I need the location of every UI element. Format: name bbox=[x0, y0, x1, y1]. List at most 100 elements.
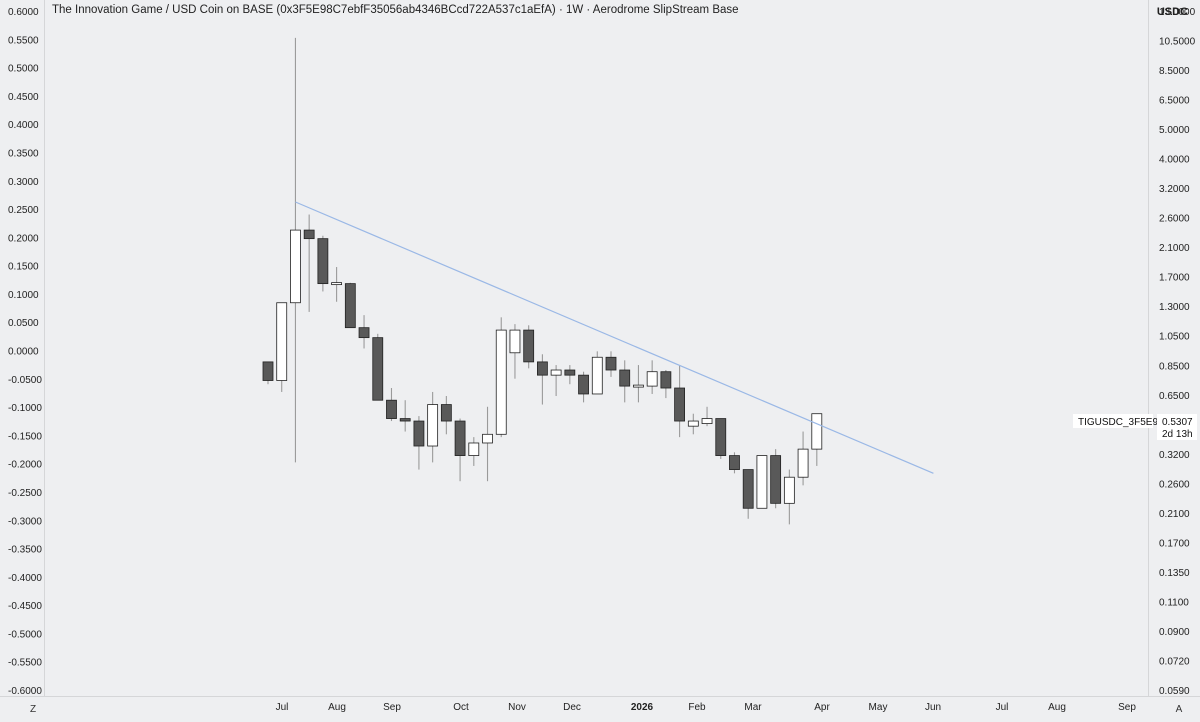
right-axis-tick: 1.3000 bbox=[1159, 302, 1190, 313]
countdown-label: 2d 13h bbox=[1162, 429, 1193, 440]
unit-label: USDC bbox=[1156, 6, 1188, 18]
candle bbox=[303, 214, 315, 312]
trendline[interactable] bbox=[295, 201, 934, 474]
right-axis: 13.0000 10.5000 8.5000 6.5000 5.0000 4.0000 3.… bbox=[1159, 7, 1196, 697]
candle-body-down bbox=[317, 238, 329, 285]
candle-body-down bbox=[454, 420, 466, 456]
right-axis-tick: 8.5000 bbox=[1159, 66, 1190, 77]
candle bbox=[605, 351, 617, 377]
candle-body-up bbox=[797, 448, 809, 478]
auto-scale-button[interactable]: A bbox=[1175, 704, 1183, 715]
candle bbox=[770, 449, 782, 509]
right-axis-tick: 0.2100 bbox=[1159, 509, 1190, 520]
right-axis-tick: 6.5000 bbox=[1159, 96, 1190, 107]
candle-body-down bbox=[358, 327, 370, 339]
candle-body-down bbox=[386, 399, 397, 419]
time-axis-tick: May bbox=[869, 702, 888, 713]
candle bbox=[427, 391, 439, 463]
candle bbox=[331, 267, 343, 302]
candle-body-down bbox=[742, 469, 754, 509]
left-axis-tick: 0.6000 bbox=[8, 7, 39, 18]
left-axis-tick: -0.4000 bbox=[8, 573, 42, 584]
left-axis-tick: 0.2000 bbox=[8, 233, 39, 244]
candle-body-up bbox=[509, 329, 521, 354]
left-axis-tick: 0.1500 bbox=[8, 262, 39, 273]
candle bbox=[372, 333, 384, 401]
price-label-box bbox=[1157, 414, 1197, 440]
candle bbox=[482, 406, 493, 482]
candle-body-up bbox=[591, 356, 603, 395]
candle bbox=[715, 418, 727, 459]
candle-body-up bbox=[550, 369, 562, 376]
right-axis-tick: 2.1000 bbox=[1159, 243, 1190, 254]
time-axis-tick: 2026 bbox=[631, 702, 654, 713]
left-axis-tick: 0.0000 bbox=[8, 347, 39, 358]
candle-body-up bbox=[701, 418, 713, 424]
candle bbox=[386, 388, 397, 422]
left-axis-tick: 0.2500 bbox=[8, 205, 39, 216]
time-axis-tick: Apr bbox=[814, 702, 830, 713]
right-axis-tick: 0.1700 bbox=[1159, 538, 1190, 549]
candle bbox=[783, 469, 795, 525]
left-axis-tick: -0.5000 bbox=[8, 629, 42, 640]
zoom-button[interactable]: Z bbox=[29, 704, 37, 715]
candle-body-down bbox=[399, 418, 411, 422]
right-axis-tick: 0.6500 bbox=[1159, 391, 1190, 402]
candle-body-down bbox=[660, 371, 672, 389]
candle-body-down bbox=[344, 283, 356, 329]
right-axis-tick: 0.0720 bbox=[1159, 656, 1190, 667]
candle bbox=[811, 413, 823, 466]
candle-body-up bbox=[290, 229, 301, 304]
symbol-label-box bbox=[1073, 414, 1153, 428]
candle-body-up bbox=[646, 371, 658, 387]
time-axis-tick: Mar bbox=[744, 702, 762, 713]
left-axis-tick: 0.5000 bbox=[8, 64, 39, 75]
time-axis-tick: Jul bbox=[276, 702, 289, 713]
candle bbox=[495, 317, 507, 438]
left-axis-tick: 0.3500 bbox=[8, 148, 39, 159]
right-axis-tick: 13.0000 bbox=[1159, 7, 1196, 18]
time-axis-tick: Oct bbox=[453, 702, 469, 713]
candle bbox=[729, 452, 740, 474]
candle bbox=[413, 416, 425, 470]
candle-body-down bbox=[372, 337, 384, 401]
left-axis-tick: 0.4500 bbox=[8, 92, 39, 103]
candle-body-down bbox=[729, 455, 740, 470]
candle bbox=[317, 235, 329, 292]
left-axis-tick: -0.2000 bbox=[8, 460, 42, 471]
left-axis-tick: -0.1500 bbox=[8, 431, 42, 442]
candle-body-down bbox=[523, 329, 535, 363]
candle-body-up bbox=[783, 476, 795, 504]
time-axis-tick: Dec bbox=[563, 702, 581, 713]
left-axis-tick: -0.3500 bbox=[8, 545, 42, 556]
candle-body-down bbox=[619, 369, 631, 387]
right-axis-tick: 0.1100 bbox=[1159, 597, 1189, 608]
left-axis: 0.6000 0.5500 0.5000 0.4500 0.4000 0.3500 0.30… bbox=[8, 7, 42, 697]
left-axis-tick: 0.4000 bbox=[8, 120, 39, 131]
time-axis-tick: Aug bbox=[1048, 702, 1066, 713]
right-axis-tick: 5.0000 bbox=[1159, 125, 1190, 136]
candle bbox=[440, 396, 452, 435]
time-axis-tick: Jul bbox=[996, 702, 1009, 713]
candle-body-down bbox=[578, 374, 589, 395]
right-axis-tick: 0.1350 bbox=[1159, 568, 1190, 579]
candle-body-down bbox=[413, 420, 425, 447]
candle bbox=[619, 360, 631, 403]
candle bbox=[344, 282, 356, 329]
right-axis-tick: 1.0500 bbox=[1159, 332, 1190, 343]
left-axis-tick: -0.5500 bbox=[8, 658, 42, 669]
time-axis-tick: Sep bbox=[1118, 702, 1136, 713]
left-axis-tick: -0.1000 bbox=[8, 403, 42, 414]
right-axis-tick: 2.6000 bbox=[1159, 214, 1190, 225]
price-label: TIGUSDC_3F5E98 0.5307 2d 13h bbox=[1073, 414, 1197, 440]
candle-body-down bbox=[262, 361, 274, 381]
candle-body-up bbox=[756, 455, 768, 509]
candle-body-up bbox=[811, 413, 823, 450]
right-axis-tick: 0.0590 bbox=[1159, 686, 1190, 697]
time-axis-tick: Nov bbox=[508, 702, 526, 713]
candle-body-down bbox=[674, 387, 685, 422]
chart-title: The Innovation Game / USD Coin on BASE (… bbox=[52, 4, 739, 16]
candles bbox=[262, 37, 823, 525]
